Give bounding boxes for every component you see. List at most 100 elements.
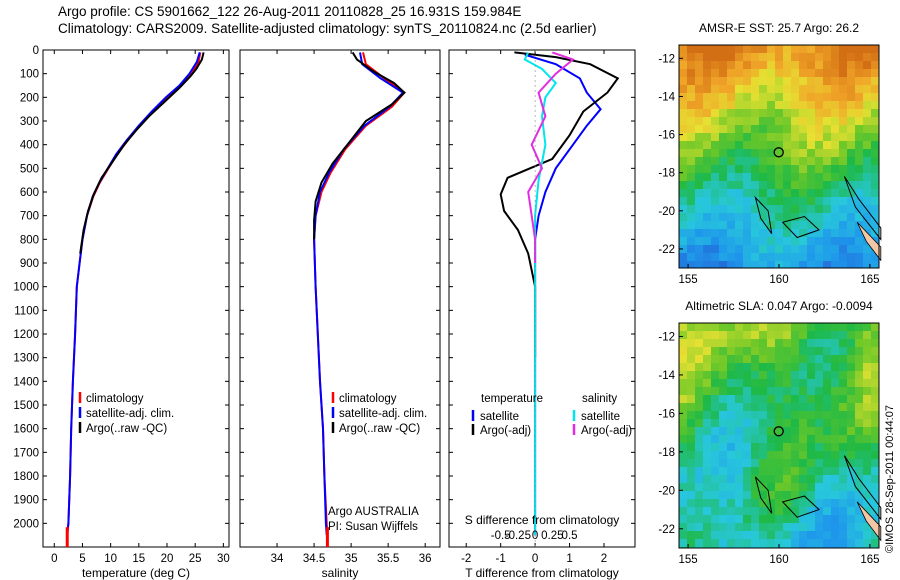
y-tick-label: 1800	[13, 471, 39, 483]
map-y-tick-label: -16	[658, 130, 675, 142]
map-y-tick-label: -16	[658, 408, 675, 420]
y-tick-label: 1200	[13, 329, 39, 341]
series-line-3	[523, 51, 558, 536]
x-axis-label: salinity	[322, 566, 359, 580]
x-axis-label-2: S difference from climatology	[465, 513, 620, 527]
map-y-tick-label: -12	[658, 331, 675, 343]
profile-panel-3: -2 -1 0 1 2T difference from climatology S di…	[448, 49, 636, 580]
x-tick-label: 20	[161, 553, 174, 565]
map-y-tick-label: -22	[658, 524, 675, 536]
profile-marker	[773, 147, 784, 158]
header-line-1: Argo profile: CS 5901662_122 26-Aug-2011…	[58, 4, 522, 19]
map-title: Altimetric SLA: 0.047 Argo: -0.0094	[685, 299, 873, 313]
y-tick-label: 1900	[13, 495, 39, 507]
map-y-tick-label: -14	[658, 370, 675, 382]
y-tick-label: 800	[20, 234, 39, 246]
map-x-tick-label: 165	[860, 554, 879, 566]
y-tick-label: 2000	[13, 518, 39, 530]
x-tick-label-s: 0.25	[541, 530, 563, 542]
legend-title-temperature: temperature	[481, 393, 543, 405]
x-tick-label: 5	[79, 553, 85, 565]
x-tick-label: -2	[461, 553, 471, 565]
y-tick-label: 300	[20, 116, 39, 128]
land-shape	[856, 501, 882, 542]
map-y-tick-label: -20	[658, 206, 675, 218]
map-y-tick-label: -14	[658, 91, 675, 103]
x-tick-label: 34	[271, 553, 284, 565]
map-x-tick-label: 155	[678, 554, 697, 566]
y-tick-label: 1000	[13, 282, 39, 294]
y-tick-label: 900	[20, 258, 39, 270]
reef-outline	[754, 195, 773, 234]
legend-label: Argo(..raw -QC)	[86, 423, 167, 435]
map-x-tick-label: 160	[769, 554, 788, 566]
annotation-line-2: PI: Susan Wijffels	[328, 521, 418, 533]
legend-label: satellite-adj. clim.	[86, 408, 174, 420]
legend-label: satellite	[581, 411, 620, 423]
profile-panel-1: 0100200300400500600700800900100011001200…	[13, 45, 229, 580]
series-group	[66, 52, 205, 536]
y-tick-label: 1700	[13, 447, 39, 459]
map-x-tick-label: 155	[678, 274, 697, 286]
header-line-2: Climatology: CARS2009. Satellite-adjuste…	[58, 21, 597, 36]
x-tick-label: 0	[532, 553, 538, 565]
profile-panel-2: 34 34.5 35 35.5 36 salinity climatology satelli…	[239, 49, 441, 580]
x-tick-label: 0	[51, 553, 57, 565]
y-tick-label: 1300	[13, 353, 39, 365]
legend-label: satellite	[480, 411, 519, 423]
y-tick-label: 700	[20, 211, 39, 223]
y-tick-label: 1500	[13, 400, 39, 412]
x-tick-label: 35.5	[377, 553, 399, 565]
series-line-2	[499, 51, 620, 358]
x-tick-label-s: 0	[532, 530, 538, 542]
reef-outline	[754, 476, 773, 514]
x-tick-label: 36	[419, 553, 432, 565]
x-tick-label: 10	[104, 553, 117, 565]
panel-frame	[239, 49, 441, 548]
series-line-3	[79, 52, 205, 254]
reef-outline	[781, 215, 820, 239]
legend-label: Argo(-adj)	[480, 425, 531, 437]
map-panel-2: Altimetric SLA: 0.047 Argo: -0.0094 155 16…	[658, 299, 882, 566]
y-tick-label: 600	[20, 187, 39, 199]
legend-label: Argo(-adj)	[581, 425, 632, 437]
x-tick-label: 2	[601, 553, 607, 565]
x-axis-label: temperature (deg C)	[82, 566, 190, 580]
x-tick-label: 15	[132, 553, 145, 565]
x-tick-label: 35	[345, 553, 358, 565]
map-y-tick-label: -22	[658, 244, 675, 256]
map-cells	[679, 45, 879, 268]
reef-outline	[843, 176, 882, 241]
x-tick-label: 30	[217, 553, 230, 565]
y-tick-label: 0	[33, 45, 39, 57]
x-tick-label-s: -0.25	[505, 530, 531, 542]
x-tick-label: 34.5	[303, 553, 325, 565]
y-tick-label: 1100	[14, 305, 39, 317]
series-line-3	[313, 51, 406, 240]
map-title: AMSR-E SST: 25.7 Argo: 26.2	[699, 21, 859, 35]
panel-frame	[448, 49, 636, 548]
map-y-tick-label: -20	[658, 485, 675, 497]
y-tick-label: 1400	[13, 376, 39, 388]
legend-label: satellite-adj. clim.	[339, 408, 427, 420]
y-tick-label: 1600	[13, 424, 39, 436]
x-axis-label: T difference from climatology	[465, 566, 619, 580]
x-tick-label: 25	[189, 553, 202, 565]
series-line-4	[527, 51, 576, 263]
profile-marker	[773, 426, 784, 437]
panel-frame	[42, 49, 230, 548]
series-group	[313, 51, 406, 536]
legend-label: climatology	[339, 393, 397, 405]
annotation-line-1: Argo AUSTRALIA	[328, 506, 419, 518]
reef-outline	[781, 495, 820, 518]
map-panel-1: AMSR-E SST: 25.7 Argo: 26.2 155 160 165 -12 -…	[658, 21, 882, 286]
x-tick-label: -1	[496, 553, 506, 565]
y-tick-label: 500	[20, 163, 39, 175]
map-x-tick-label: 165	[860, 274, 879, 286]
map-x-tick-label: 160	[769, 274, 788, 286]
land-shape	[856, 221, 882, 262]
y-tick-label: 400	[20, 140, 39, 152]
legend-label: Argo(..raw -QC)	[339, 423, 420, 435]
legend-label: climatology	[86, 393, 144, 405]
